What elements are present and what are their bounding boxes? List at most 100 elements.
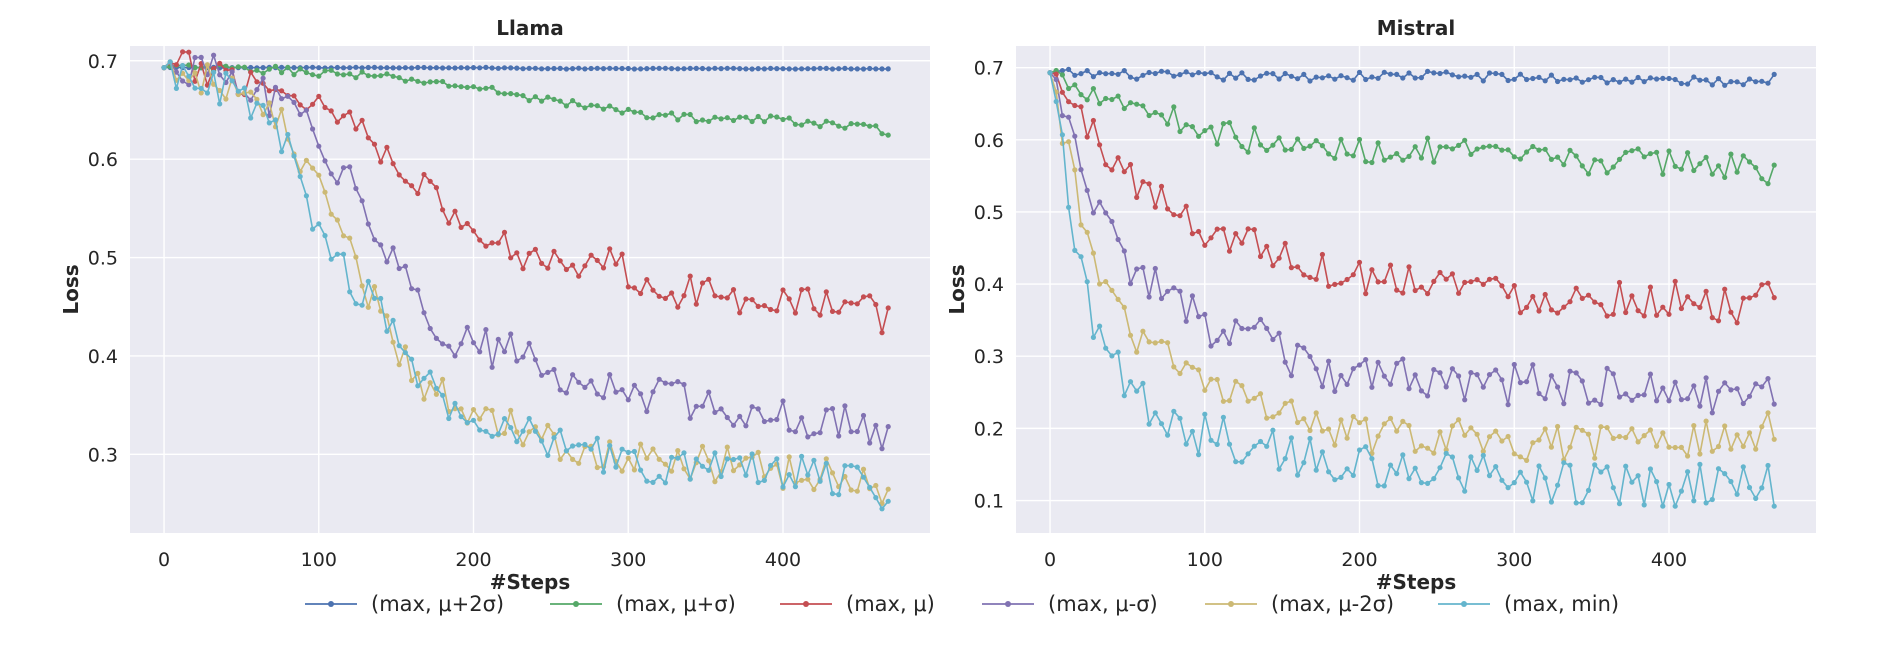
llama-series-max-mu-sigma-point [241, 64, 248, 70]
llama-series-max-min-point [489, 433, 495, 439]
mistral-series-max-min-point [1542, 475, 1548, 481]
mistral-series-max-mu-sigma-point [1097, 101, 1103, 107]
mistral-series-max-mu-2sigma-point [1486, 70, 1493, 76]
llama-series-max-mu-sigma-point [272, 84, 279, 90]
mistral-series-max-mu-point [1722, 286, 1728, 292]
mistral-series-max-mu-point [1127, 161, 1134, 168]
mistral-series-max-mu-2sigma-point [1319, 75, 1325, 81]
mistral-series-max-mu-2sigma-point [1623, 434, 1629, 441]
llama-series-max-mu-sigma-point [613, 389, 619, 395]
llama-series-max-mu-2sigma-point [749, 66, 755, 72]
llama-series-max-mu-point [706, 276, 712, 282]
legend-item-2: (max, μ) [780, 592, 935, 616]
mistral-series-max-mu-sigma-point [1257, 316, 1264, 322]
llama-series-max-min-point [885, 498, 891, 504]
legend-label: (max, min) [1504, 592, 1619, 616]
llama-series-max-mu-2sigma-point [501, 65, 508, 71]
llama-series-max-mu-2sigma-point [669, 468, 675, 474]
mistral-series-max-mu-point [1480, 281, 1486, 287]
mistral-series-max-mu-2sigma-point [1456, 417, 1462, 423]
mistral-panel: 0 100 200 300 400 0.1 0.2 0.3 0.4 0.5 0.6 0.7 Mistra… [945, 16, 1816, 594]
llama-series-max-mu-sigma-point [799, 415, 805, 421]
mistral-series-max-mu-2sigma-point [1771, 71, 1777, 77]
llama-series-max-min [161, 59, 891, 512]
mistral-series-max-min-point [1474, 467, 1480, 473]
mistral-series-max-mu-2sigma-point [1406, 422, 1412, 429]
mistral-series-max-mu-point [1165, 206, 1171, 212]
mistral-series-max-mu-2sigma-point [1604, 425, 1610, 431]
llama-series-max-mu-2sigma-line [163, 66, 889, 70]
llama-series-max-min-point [217, 101, 223, 107]
llama-series-max-min-point [811, 457, 817, 463]
llama-series-max-min-point [532, 428, 539, 434]
mistral-series-max-mu-2sigma-point [1097, 70, 1103, 76]
llama-series-max-min-point [334, 251, 340, 257]
llama-series-max-min-point [724, 456, 730, 462]
llama-series-max-min-point [631, 448, 638, 455]
llama-series-max-mu-point [365, 135, 371, 141]
mistral-series-max-mu-2sigma-line [1049, 68, 1775, 87]
llama-series-max-mu-sigma-point [545, 94, 551, 100]
mistral-series-max-mu-2sigma-point [1746, 430, 1753, 436]
mistral-series-max-mu-point [1344, 276, 1350, 283]
llama-y-axis-label: Loss [59, 264, 83, 314]
mistral-series-max-min-point [1233, 459, 1239, 465]
llama-series-max-mu-2sigma-point [588, 65, 594, 72]
llama-series-max-mu-2sigma-point [440, 376, 446, 382]
mistral-series-max-mu-2sigma-point [1394, 428, 1400, 434]
llama-series-max-mu-2sigma-point [371, 284, 378, 290]
llama-series-max-min-point [384, 328, 390, 334]
mistral-x-tick-label: 0 [1044, 549, 1056, 571]
llama-series-max-mu-sigma-point [644, 115, 650, 121]
llama-series-max-mu-point [310, 101, 316, 107]
mistral-series-max-mu-2sigma-point [1127, 332, 1134, 338]
llama-series-max-min-point [563, 448, 570, 454]
mistral-series-max-mu-sigma-point [1542, 396, 1548, 402]
llama-series-max-mu-point [563, 266, 570, 273]
llama-series-max-mu-sigma-point [501, 349, 508, 355]
llama-series-max-mu-2sigma-point [427, 380, 433, 386]
mistral-series-max-mu-2sigma-point [1672, 76, 1678, 83]
mistral-series-max-min-point [1140, 380, 1146, 386]
mistral-series-max-mu-sigma-point [1691, 167, 1697, 174]
mistral-series-max-mu-sigma-point [1728, 387, 1734, 393]
mistral-series-max-mu-2sigma-point [1678, 444, 1684, 450]
llama-series-max-mu-sigma-point [848, 121, 854, 127]
mistral-series-max-mu-sigma-point [1251, 324, 1257, 330]
llama-series-max-mu-sigma-point [774, 416, 780, 423]
llama-series-max-mu-sigma-point [662, 112, 669, 118]
llama-series-max-mu-2sigma-point [477, 65, 483, 71]
mistral-series-max-mu-sigma-point [1480, 384, 1486, 390]
mistral-series-max-mu-point [1369, 267, 1375, 273]
mistral-series-max-mu-2sigma-point [1072, 72, 1078, 78]
mistral-series-max-mu-sigma-point [1524, 149, 1530, 155]
mistral-series-max-min-point [1226, 441, 1233, 447]
llama-series-max-mu-2sigma-point [371, 64, 378, 70]
mistral-y-tick-label: 0.6 [974, 130, 1004, 152]
llama-series-max-mu-sigma-point [446, 343, 452, 349]
mistral-series-max-mu-2sigma-point [1152, 70, 1158, 77]
llama-series-max-min-point [440, 392, 446, 398]
llama-series-max-min-point [768, 462, 774, 469]
llama-series-max-mu-point [409, 183, 415, 189]
llama-series-max-mu-point [712, 293, 718, 299]
mistral-series-layer [1047, 66, 1777, 509]
mistral-series-max-mu-point [1548, 307, 1554, 313]
mistral-series-max-min-point [1530, 498, 1536, 504]
mistral-series-max-mu-sigma-point [1722, 380, 1728, 386]
mistral-series-max-min-point [1715, 466, 1722, 472]
mistral-series-max-mu-sigma-line [1049, 69, 1775, 185]
llama-series-max-mu-sigma-point [860, 412, 867, 419]
llama-series-max-mu-sigma-point [347, 71, 353, 77]
llama-series-max-mu-sigma-point [384, 71, 390, 77]
llama-series-max-mu-sigma-point [619, 387, 625, 393]
mistral-series-max-mu-2sigma-point [1214, 376, 1220, 383]
mistral-series-max-mu-point [1517, 310, 1523, 316]
mistral-series-max-mu-2sigma-point [1703, 77, 1709, 83]
mistral-series-max-mu-sigma-point [1468, 151, 1474, 157]
mistral-series-max-min-point [1282, 456, 1288, 462]
llama-series-max-mu-2sigma-point [427, 65, 433, 71]
mistral-series-max-mu-point [1604, 313, 1610, 319]
mistral-series-max-min-point [1641, 502, 1647, 508]
mistral-series-max-mu-2sigma-point [1740, 82, 1746, 88]
